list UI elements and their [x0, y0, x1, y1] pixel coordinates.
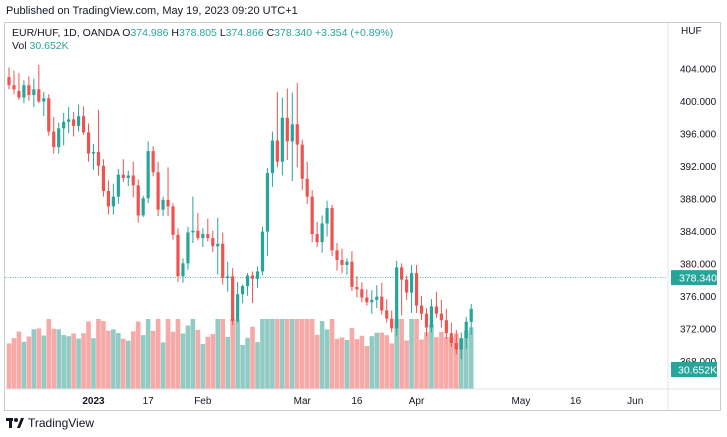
- high-label: H: [171, 27, 179, 39]
- chart-frame: [4, 22, 721, 411]
- high-value: 378.805: [178, 27, 217, 39]
- volume-legend: Vol 30.652K: [12, 40, 69, 52]
- volume-value: 30.652K: [29, 40, 69, 52]
- close-label: C: [266, 27, 275, 39]
- tradingview-logo-icon: [6, 418, 24, 428]
- symbol-label[interactable]: EUR/HUF, 1D, OANDA: [12, 27, 120, 39]
- tradingview-footer[interactable]: TradingView: [6, 416, 94, 430]
- volume-label[interactable]: Vol: [12, 40, 27, 52]
- ohlc-legend: EUR/HUF, 1D, OANDA O374.986 H378.805 L37…: [12, 27, 393, 39]
- close-value: 378.340: [274, 27, 313, 39]
- open-value: 374.986: [130, 27, 169, 39]
- low-label: L: [219, 27, 226, 39]
- open-label: O: [122, 27, 131, 39]
- brand-name: TradingView: [28, 416, 95, 430]
- change-value: +3.354 (+0.89%): [315, 27, 394, 39]
- published-note: Published on TradingView.com, May 19, 20…: [6, 5, 298, 17]
- low-value: 374.866: [225, 27, 264, 39]
